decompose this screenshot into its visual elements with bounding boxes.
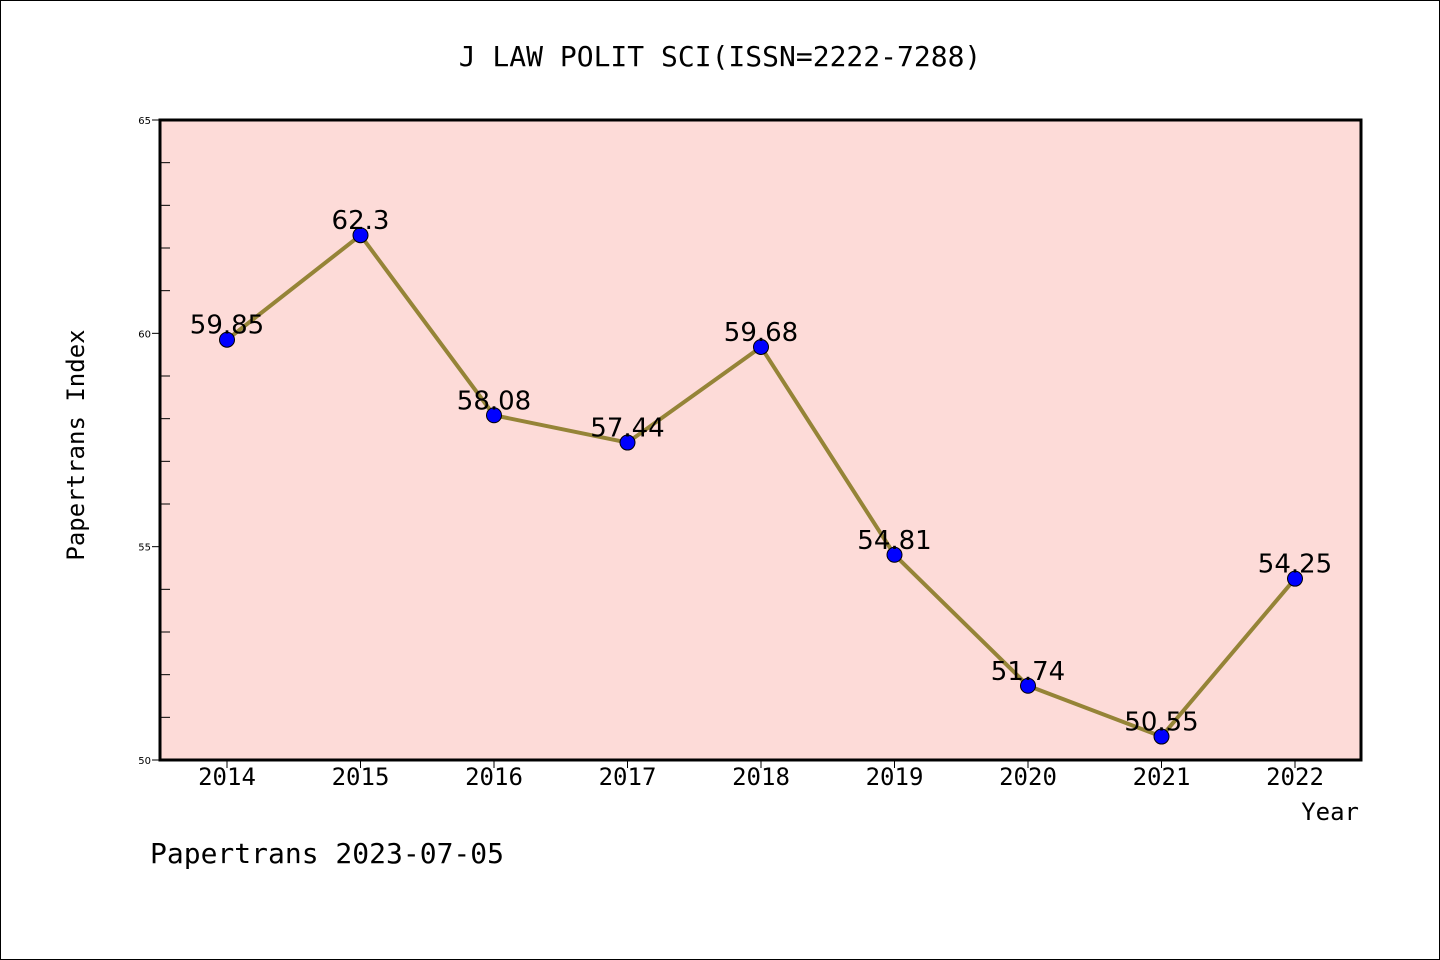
y-tick-label: 50 <box>138 756 151 767</box>
data-point <box>1287 570 1303 587</box>
plot-area <box>158 118 1363 762</box>
x-tick-label: 2020 <box>999 763 1057 791</box>
data-label: 59.68 <box>724 318 798 348</box>
data-point <box>619 434 636 451</box>
x-tick-label: 2014 <box>198 763 256 791</box>
data-point <box>1020 677 1036 694</box>
y-tick-label: 60 <box>138 329 151 340</box>
x-tick-label: 2021 <box>1133 763 1191 791</box>
data-point <box>1153 728 1170 745</box>
data-label: 54.81 <box>857 526 931 556</box>
x-tick-label: 2017 <box>599 763 657 791</box>
data-label: 58.08 <box>457 386 531 416</box>
x-tick-label: 2016 <box>465 763 523 791</box>
data-label: 50.55 <box>1124 708 1198 738</box>
data-point <box>886 546 903 563</box>
y-axis-ticks: 50 55 60 65 <box>138 116 170 767</box>
x-tick-label: 2019 <box>866 763 924 791</box>
data-point <box>486 407 502 424</box>
footer-credit: Papertrans 2023-07-05 <box>150 837 504 870</box>
x-axis-ticks: 2014 2015 2016 2017 2018 2019 2020 2021 2022 <box>198 760 1324 791</box>
x-tick-label: 2015 <box>332 763 390 791</box>
y-tick-label: 55 <box>138 543 151 554</box>
y-axis-label: Papertrans Index <box>62 329 90 560</box>
data-point <box>219 331 235 348</box>
x-axis-label: Year <box>1301 798 1359 826</box>
data-label: 57.44 <box>590 414 664 444</box>
data-label: 51.74 <box>991 657 1065 687</box>
data-label: 54.25 <box>1258 550 1332 580</box>
data-label: 59.85 <box>190 311 264 341</box>
x-tick-label: 2018 <box>732 763 790 791</box>
data-label: 62.3 <box>332 206 390 236</box>
chart-title: J LAW POLIT SCI(ISSN=2222-7288) <box>459 40 982 73</box>
data-point <box>352 227 369 244</box>
x-tick-label: 2022 <box>1266 763 1324 791</box>
y-tick-label: 65 <box>138 116 151 127</box>
data-series: 59.85 62.3 58.08 57.44 59.68 54.81 51.74 50.55 5… <box>190 206 1332 745</box>
data-point <box>753 338 769 355</box>
